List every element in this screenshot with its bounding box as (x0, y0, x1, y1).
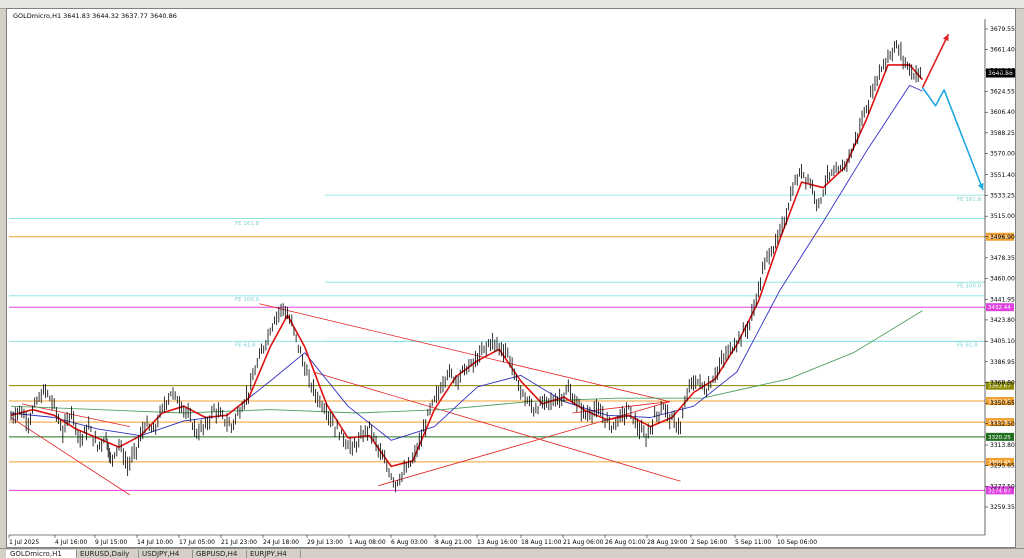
y-tick-label: 3661.40 (990, 47, 1015, 54)
price-level-tag (986, 457, 1014, 466)
price-level-tag (986, 303, 1014, 312)
y-tick-label: 3478.35 (990, 255, 1015, 262)
y-tick-label: 3332.50 (990, 421, 1015, 428)
price-level-label: 3274.87 (988, 488, 1011, 494)
y-tick-label: 3277.50 (990, 483, 1015, 490)
price-level-label: 3432.44 (988, 305, 1011, 311)
fibonacci-label: FE 161.8 (235, 221, 260, 227)
price-level-label: 3363.67 (988, 384, 1011, 390)
y-tick-label: 3679.55 (990, 26, 1015, 33)
y-tick-label: 3606.40 (990, 109, 1015, 116)
fibonacci-label: FE 161.8 (957, 197, 982, 203)
x-tick-label: 21 Aug 06:00 (563, 539, 604, 546)
tab-usdjpy-h4[interactable]: USDJPY,H4 (138, 550, 193, 558)
price-level-label: 3332.60 (988, 420, 1011, 426)
y-tick-label: 3313.80 (990, 442, 1015, 449)
price-level-tag (986, 432, 1014, 441)
tab-eurjpy-h4[interactable]: EURJPY,H4 (246, 550, 301, 558)
price-level-label: 3320.25 (988, 435, 1011, 441)
projection-down-arrow (921, 87, 984, 191)
y-tick-label: 3642.86 (990, 68, 1015, 75)
y-tick-label: 3405.10 (990, 338, 1015, 345)
x-tick-label: 28 Aug 19:00 (647, 539, 688, 546)
y-tick-label: 3496.90 (990, 234, 1015, 241)
y-tick-label: 3368.80 (990, 379, 1015, 386)
projection-down-arrowhead (977, 183, 984, 191)
trendline (378, 401, 670, 487)
trendline (259, 303, 670, 402)
y-tick-label: 3350.65 (990, 400, 1015, 407)
x-tick-label: 4 Jul 16:00 (55, 539, 87, 546)
price-level-label: 3494.98 (988, 235, 1011, 241)
price-level-label: 3300.45 (988, 460, 1011, 466)
trendline (572, 401, 670, 414)
tab-eurusd-daily[interactable]: EURUSD,Daily (76, 550, 139, 558)
x-tick-label: 24 Jul 18:00 (263, 539, 299, 546)
y-tick-label: 3515.00 (990, 213, 1015, 220)
fibonacci-label: FE 100.0 (957, 284, 982, 290)
projection-up-arrow (921, 33, 950, 88)
x-tick-label: 8 Aug 21:00 (435, 539, 472, 546)
fibonacci-label: FE 100.0 (235, 297, 260, 303)
price-chart[interactable]: 3494.98 3432.44 3363.67 3350.01 3332.60 3320.… (7, 9, 1015, 547)
price-level-tag (986, 397, 1014, 406)
y-tick-label: 3295.65 (990, 463, 1015, 470)
y-tick-label: 3423.80 (990, 317, 1015, 324)
price-level-tag (986, 486, 1014, 495)
fibonacci-label: FE 61.8 (957, 343, 978, 349)
x-tick-label: 9 Jul 15:00 (95, 539, 127, 546)
y-tick-label: 3441.95 (990, 296, 1015, 303)
x-tick-label: 6 Aug 03:00 (391, 539, 428, 546)
tab-gbpusd-h4[interactable]: GBPUSD,H4 (192, 550, 247, 558)
trendline (313, 371, 681, 482)
x-tick-label: 18 Aug 11:00 (521, 539, 562, 546)
chart-tab-bar: GOLDmicro,H1 EURUSD,Daily USDJPY,H4 GBPU… (0, 548, 1024, 558)
current-price-label: 3640.86 (988, 70, 1013, 77)
y-tick-label: 3460.00 (990, 276, 1015, 283)
x-tick-label: 1 Jul 2025 (9, 539, 39, 546)
chart-title: GOLDmicro,H1 3641.83 3644.32 3637.77 364… (13, 12, 177, 20)
x-tick-label: 10 Sep 06:00 (777, 539, 817, 546)
y-tick-label: 3551.40 (990, 172, 1015, 179)
price-level-label: 3350.01 (988, 399, 1011, 405)
x-tick-label: 13 Aug 16:00 (477, 539, 518, 546)
x-tick-label: 26 Aug 01:00 (605, 539, 646, 546)
x-tick-label: 2 Sep 16:00 (691, 539, 727, 546)
x-tick-label: 29 Jul 13:00 (307, 539, 343, 546)
current-price-tag (986, 68, 1015, 78)
price-level-tag (986, 418, 1014, 427)
y-tick-label: 3570.00 (990, 151, 1015, 158)
y-tick-label: 3386.95 (990, 359, 1015, 366)
moving-average-slow (10, 84, 923, 441)
trendline (10, 417, 131, 496)
y-tick-label: 3533.25 (990, 192, 1015, 199)
y-tick-label: 3588.25 (990, 130, 1015, 137)
x-tick-label: 5 Sep 11:00 (735, 539, 771, 546)
x-tick-label: 17 Jul 05:00 (179, 539, 215, 546)
moving-average-fast (10, 64, 924, 468)
y-tick-label: 3624.55 (990, 89, 1015, 96)
y-tick-label: 3259.35 (990, 504, 1015, 511)
projection-up-arrowhead (942, 34, 949, 42)
price-level-tag (986, 232, 1014, 241)
price-level-tag (986, 381, 1014, 390)
x-tick-label: 1 Aug 08:00 (349, 539, 386, 546)
x-tick-label: 14 Jul 10:00 (137, 539, 173, 546)
chart-window[interactable]: 3494.98 3432.44 3363.67 3350.01 3332.60 3320.… (6, 8, 1016, 548)
tab-goldmicro-h1[interactable]: GOLDmicro,H1 (6, 550, 77, 558)
moving-average-long (10, 310, 923, 414)
fibonacci-label: FE 61.8 (235, 343, 256, 349)
x-tick-label: 21 Jul 23:00 (221, 539, 257, 546)
